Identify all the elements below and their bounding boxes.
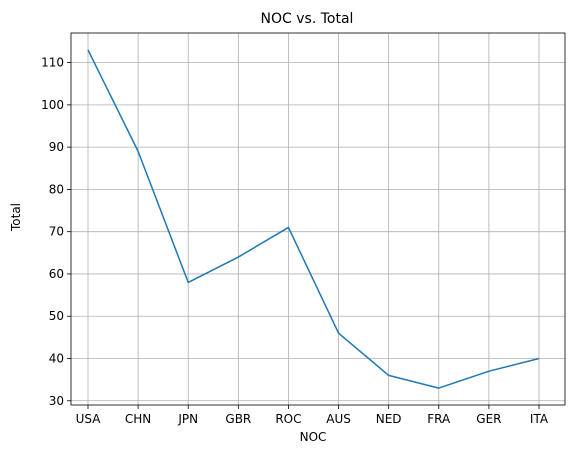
y-tick-label: 30 bbox=[49, 394, 64, 408]
y-tick-label: 90 bbox=[49, 140, 64, 154]
series-layer bbox=[87, 49, 540, 389]
y-tick-label: 110 bbox=[41, 56, 64, 70]
x-tick-label: ROC bbox=[275, 412, 301, 426]
x-tick-label: JPN bbox=[177, 412, 198, 426]
x-tick-label: ITA bbox=[530, 412, 549, 426]
x-tick-label: AUS bbox=[326, 412, 351, 426]
grid-lines bbox=[71, 33, 565, 405]
y-axis: 30 40 50 60 70 80 90 100 110 bbox=[41, 56, 71, 408]
x-axis-title: NOC bbox=[300, 430, 327, 444]
y-axis-title: Total bbox=[9, 203, 23, 232]
y-tick-label: 70 bbox=[49, 225, 64, 239]
x-tick-label: GER bbox=[476, 412, 501, 426]
plot-frame bbox=[70, 32, 566, 406]
chart-title: NOC vs. Total bbox=[261, 11, 354, 27]
x-tick-label: CHN bbox=[125, 412, 151, 426]
y-tick-label: 40 bbox=[49, 352, 64, 366]
y-tick-label: 100 bbox=[41, 98, 64, 112]
x-tick-label: GBR bbox=[225, 412, 251, 426]
x-tick-label: FRA bbox=[427, 412, 451, 426]
y-tick-label: 60 bbox=[49, 267, 64, 281]
y-tick-label: 50 bbox=[49, 309, 64, 323]
y-tick-label: 80 bbox=[49, 182, 64, 196]
x-axis: USA CHN JPN GBR ROC AUS NED FRA GER ITA bbox=[76, 405, 549, 426]
x-tick-label: USA bbox=[76, 412, 102, 426]
x-tick-label: NED bbox=[376, 412, 402, 426]
series-line bbox=[87, 49, 540, 389]
